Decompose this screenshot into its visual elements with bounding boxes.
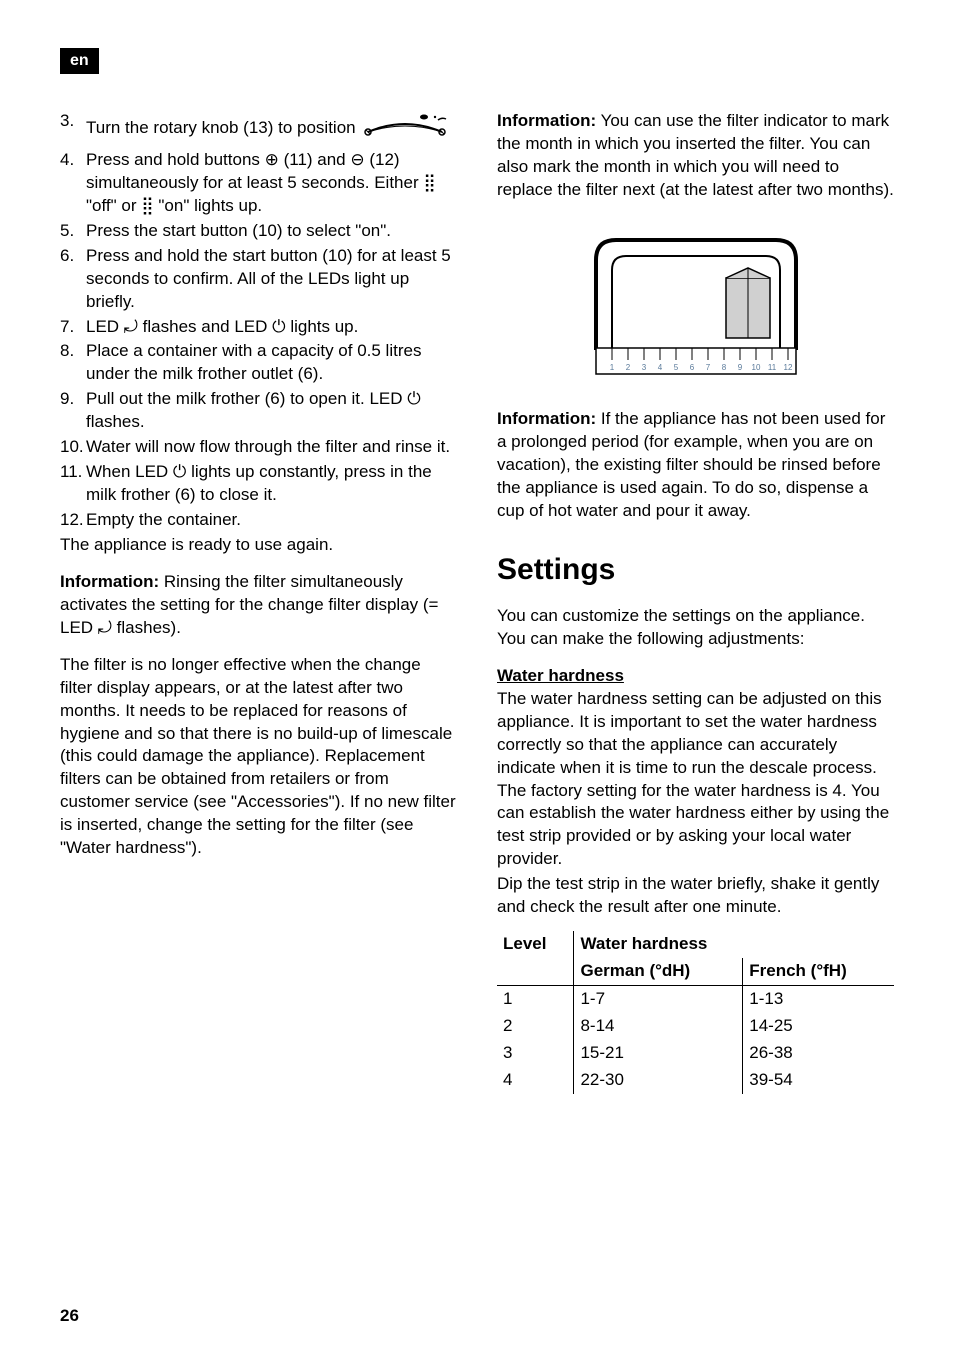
language-badge: en	[60, 48, 99, 74]
right-column: Information: You can use the filter indi…	[497, 110, 894, 1094]
step-number: 3.	[60, 110, 86, 147]
step-number: 12.	[60, 509, 86, 532]
water-hardness-heading: Water hardness	[497, 665, 894, 688]
step-number: 11.	[60, 461, 86, 507]
table-row: 1 1-7 1-13	[497, 986, 894, 1013]
list-item: 7.LED ⤾ flashes and LED ⏻ lights up.	[60, 316, 457, 339]
info-paragraph: Information: Rinsing the filter simultan…	[60, 571, 457, 640]
water-hardness-para2: Dip the test strip in the water briefly,…	[497, 873, 894, 919]
step-number: 4.	[60, 149, 86, 218]
table-cell: 26-38	[743, 1040, 894, 1067]
step-number: 9.	[60, 388, 86, 434]
list-item: 4.Press and hold buttons ⊕ (11) and ⊖ (1…	[60, 149, 457, 218]
svg-text:1: 1	[609, 363, 614, 372]
step-text: Press and hold buttons ⊕ (11) and ⊖ (12)…	[86, 149, 457, 218]
info-label: Information:	[497, 111, 596, 130]
list-item: 9.Pull out the milk frother (6) to open …	[60, 388, 457, 434]
step-text: Water will now flow through the filter a…	[86, 436, 457, 459]
list-item: 3. Turn the rotary knob (13) to position	[60, 110, 457, 147]
settings-intro: You can customize the settings on the ap…	[497, 605, 894, 628]
table-cell: 22-30	[574, 1067, 743, 1094]
list-item: 8.Place a container with a capacity of 0…	[60, 340, 457, 386]
table-cell: 14-25	[743, 1013, 894, 1040]
table-cell: 4	[497, 1067, 574, 1094]
after-list-text: The appliance is ready to use again.	[60, 534, 457, 557]
list-item: 12.Empty the container.	[60, 509, 457, 532]
step-text: Press the start button (10) to select "o…	[86, 220, 457, 243]
list-item: 11.When LED ⏻ lights up constantly, pres…	[60, 461, 457, 507]
table-header: French (°fH)	[743, 958, 894, 985]
list-item: 6.Press and hold the start button (10) f…	[60, 245, 457, 314]
filter-indicator-icon: 123 456 789 101112	[566, 220, 826, 390]
svg-text:5: 5	[673, 363, 678, 372]
info-paragraph: Information: You can use the filter indi…	[497, 110, 894, 202]
step-number: 5.	[60, 220, 86, 243]
water-hardness-para: The water hardness setting can be adjust…	[497, 688, 894, 872]
step-number: 6.	[60, 245, 86, 314]
table-cell: 8-14	[574, 1013, 743, 1040]
table-row: 3 15-21 26-38	[497, 1040, 894, 1067]
table-row: German (°dH) French (°fH)	[497, 958, 894, 985]
step-text-inner: Turn the rotary knob (13) to position	[86, 118, 356, 137]
table-header: German (°dH)	[574, 958, 743, 985]
table-cell: 1	[497, 986, 574, 1013]
svg-text:11: 11	[767, 363, 776, 372]
step-text: LED ⤾ flashes and LED ⏻ lights up.	[86, 316, 457, 339]
step-number: 10.	[60, 436, 86, 459]
table-row: 4 22-30 39-54	[497, 1067, 894, 1094]
svg-text:8: 8	[721, 363, 726, 372]
svg-text:2: 2	[625, 363, 630, 372]
svg-text:7: 7	[705, 363, 710, 372]
step-text: Press and hold the start button (10) for…	[86, 245, 457, 314]
content-columns: 3. Turn the rotary knob (13) to position	[60, 110, 894, 1094]
table-header	[497, 958, 574, 985]
list-item: 10.Water will now flow through the filte…	[60, 436, 457, 459]
settings-heading: Settings	[497, 550, 894, 591]
list-item: 5.Press the start button (10) to select …	[60, 220, 457, 243]
table-cell: 1-7	[574, 986, 743, 1013]
step-text: Pull out the milk frother (6) to open it…	[86, 388, 457, 434]
svg-text:3: 3	[641, 363, 646, 372]
svg-text:9: 9	[737, 363, 742, 372]
svg-text:4: 4	[657, 363, 662, 372]
steps-list: 3. Turn the rotary knob (13) to position	[60, 110, 457, 532]
table-cell: 15-21	[574, 1040, 743, 1067]
table-header: Level	[497, 931, 574, 958]
step-text: When LED ⏻ lights up constantly, press i…	[86, 461, 457, 507]
step-text: Empty the container.	[86, 509, 457, 532]
table-cell: 1-13	[743, 986, 894, 1013]
water-hardness-table: Level Water hardness German (°dH) French…	[497, 931, 894, 1094]
info-paragraph: Information: If the appliance has not be…	[497, 408, 894, 523]
table-cell: 39-54	[743, 1067, 894, 1094]
step-text: Place a container with a capacity of 0.5…	[86, 340, 457, 386]
info-label: Information:	[60, 572, 159, 591]
table-row: Level Water hardness	[497, 931, 894, 958]
step-text: Turn the rotary knob (13) to position	[86, 110, 457, 147]
info-label: Information:	[497, 409, 596, 428]
svg-text:6: 6	[689, 363, 694, 372]
paragraph: The filter is no longer effective when t…	[60, 654, 457, 860]
table-header: Water hardness	[574, 931, 894, 958]
svg-text:12: 12	[783, 363, 792, 372]
left-column: 3. Turn the rotary knob (13) to position	[60, 110, 457, 1094]
page-number: 26	[60, 1306, 79, 1326]
table-cell: 2	[497, 1013, 574, 1040]
settings-intro: You can make the following adjustments:	[497, 628, 894, 651]
table-cell: 3	[497, 1040, 574, 1067]
step-number: 7.	[60, 316, 86, 339]
rotary-knob-icon	[360, 110, 450, 147]
step-number: 8.	[60, 340, 86, 386]
svg-text:10: 10	[751, 363, 760, 372]
table-row: 2 8-14 14-25	[497, 1013, 894, 1040]
